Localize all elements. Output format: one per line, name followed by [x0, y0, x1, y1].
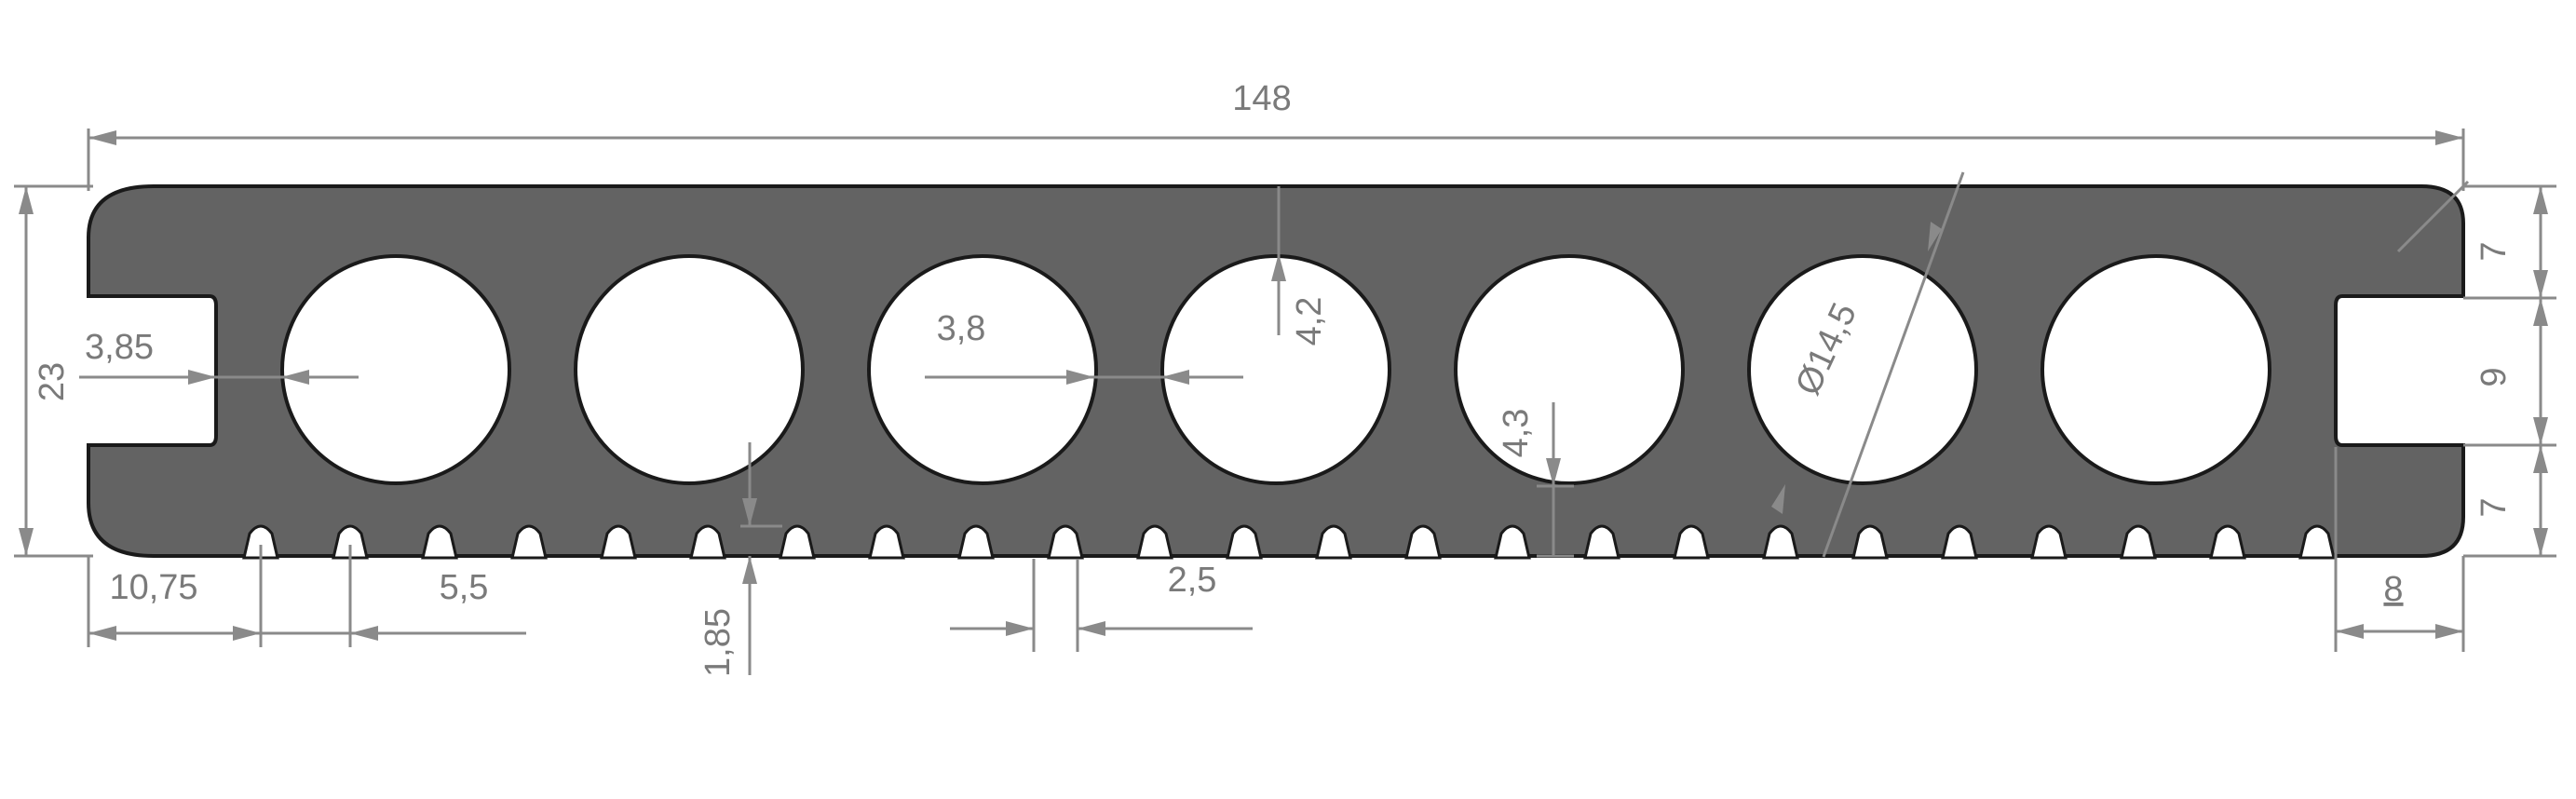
- bottom-lip-label: 7: [2474, 497, 2514, 517]
- groove-17: [1673, 524, 1710, 560]
- dimension-hole-bottom-wall: 4,3: [1497, 402, 1574, 558]
- groove-19: [1851, 524, 1889, 560]
- hole-6: [1747, 254, 1978, 485]
- groove-14: [1404, 524, 1442, 560]
- groove-group: [242, 524, 2336, 560]
- hole-7: [2040, 254, 2271, 485]
- dimension-right-stack: 7 9 7: [2396, 180, 2556, 558]
- groove-9: [957, 524, 995, 560]
- groove-13: [1315, 524, 1352, 560]
- first-groove-offset-label: 10,75: [109, 568, 197, 607]
- groove-2: [332, 524, 369, 560]
- hole-bottom-wall-label: 4,3: [1497, 409, 1536, 458]
- dimension-overall-width: 148: [87, 79, 2465, 191]
- dimension-groove-offset: 10,75 5,5: [87, 545, 526, 647]
- hole-4: [1160, 254, 1391, 485]
- groove-11: [1136, 524, 1173, 560]
- groove-5: [600, 524, 637, 560]
- hole-top-wall-label: 4,2: [1290, 297, 1329, 346]
- groove-6: [689, 524, 726, 560]
- overall-height-label: 23: [33, 362, 72, 401]
- groove-width-label: 2,5: [1168, 561, 1217, 600]
- hole-group: [280, 254, 2271, 485]
- dimension-overall-height: 23: [14, 184, 93, 558]
- groove-23: [2209, 524, 2246, 560]
- groove-4: [510, 524, 548, 560]
- groove-7: [779, 524, 816, 560]
- top-lip-label: 7: [2474, 241, 2514, 261]
- dimension-groove-width: 2,5: [950, 559, 1253, 652]
- groove-pitch-label: 5,5: [440, 568, 489, 607]
- groove-21: [2030, 524, 2068, 560]
- groove-18: [1762, 524, 1799, 560]
- groove-3: [421, 524, 458, 560]
- groove-20: [1941, 524, 1978, 560]
- groove-15: [1494, 524, 1531, 560]
- groove-8: [868, 524, 905, 560]
- hole-5: [1454, 254, 1685, 485]
- dimension-hole-spacing: 3,8: [925, 309, 1243, 385]
- right-slot-depth-label: 8: [2383, 570, 2403, 609]
- groove-24: [2298, 524, 2336, 560]
- groove-1: [242, 524, 279, 560]
- groove-depth-label: 1,85: [698, 608, 738, 677]
- hole-3: [867, 254, 1098, 485]
- dimension-hole-top-wall: 4,2: [1271, 186, 1329, 345]
- groove-10: [1047, 524, 1084, 560]
- overall-width-label: 148: [1232, 79, 1291, 118]
- dimension-left-slot-depth: 3,85: [79, 328, 359, 385]
- groove-12: [1226, 524, 1263, 560]
- hole-1: [280, 254, 511, 485]
- slot-height-label: 9: [2474, 367, 2514, 386]
- groove-22: [2120, 524, 2157, 560]
- hole-spacing-label: 3,8: [937, 309, 986, 348]
- groove-16: [1583, 524, 1620, 560]
- hole-2: [574, 254, 805, 485]
- dimension-right-slot-depth: 8: [2334, 447, 2465, 652]
- left-slot-depth-label: 3,85: [85, 328, 154, 367]
- dimension-groove-depth: 1,85: [698, 442, 782, 677]
